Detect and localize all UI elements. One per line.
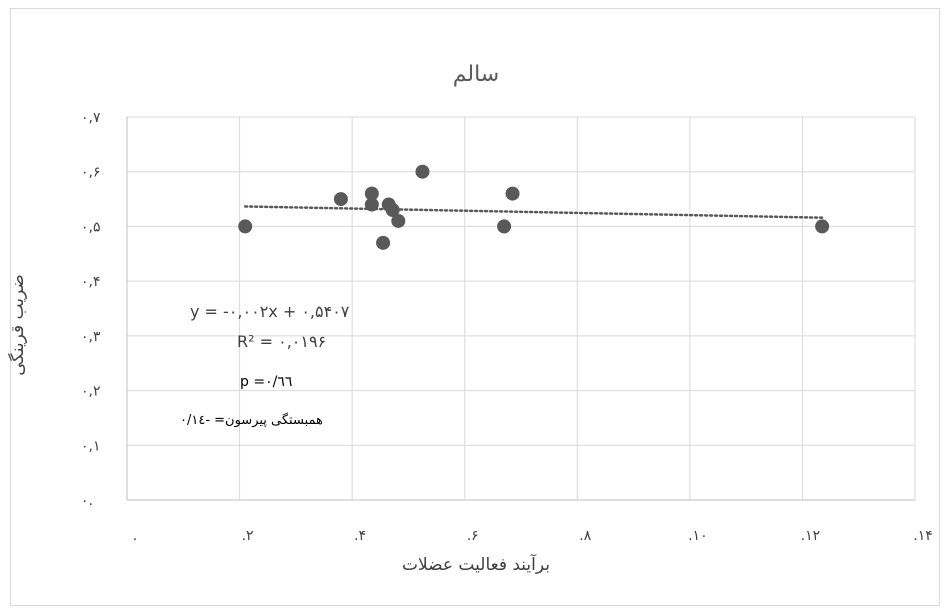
data-point [385, 203, 400, 218]
data-point [391, 213, 406, 228]
x-tick-label: . [133, 528, 137, 544]
data-point [815, 219, 830, 234]
y-tick-label: ۰,۳ [81, 329, 101, 345]
data-point [238, 219, 253, 234]
y-tick-label: ۰. [81, 493, 93, 509]
x-tick-label: .۱۲ [801, 528, 821, 544]
data-point [505, 186, 520, 201]
x-tick-label: .۱۴ [913, 528, 933, 544]
data-point [364, 197, 379, 212]
y-tick-label: ۰,۱ [81, 438, 101, 454]
trendline [243, 205, 824, 219]
x-tick-label: .۱۰ [688, 528, 708, 544]
x-tick-label: .۸ [579, 528, 591, 544]
r-squared-label: R² = ۰,۰۱۹۶ [237, 332, 327, 351]
data-point [376, 235, 391, 250]
x-tick-label: .۶ [467, 528, 479, 544]
y-axis-label: ضریب قرینگی [8, 274, 28, 376]
p-value-label: p =۰/٦٦ [240, 374, 293, 390]
x-tick-label: .۴ [354, 528, 366, 544]
y-tick-label: ۰,۴ [81, 274, 101, 290]
chart-area [10, 8, 940, 606]
chart-title: سالم [452, 62, 500, 87]
data-point [333, 192, 348, 207]
y-tick-label: ۰,۷ [81, 110, 101, 126]
data-point [364, 186, 379, 201]
data-point [415, 164, 430, 179]
x-tick-label: .۲ [242, 528, 254, 544]
y-tick-label: ۰,۵ [81, 219, 101, 235]
data-point [497, 219, 512, 234]
y-tick-label: ۰,۶ [81, 165, 101, 181]
x-axis-label: برآیند فعالیت عضلات [402, 555, 550, 575]
pearson-correlation-label: همبستگی پیرسون= -۰/۱٤ [180, 413, 323, 428]
trendline-equation: y = -۰,۰۰۲x + ۰,۵۴۰۷ [190, 302, 350, 321]
y-tick-label: ۰,۲ [81, 384, 101, 400]
